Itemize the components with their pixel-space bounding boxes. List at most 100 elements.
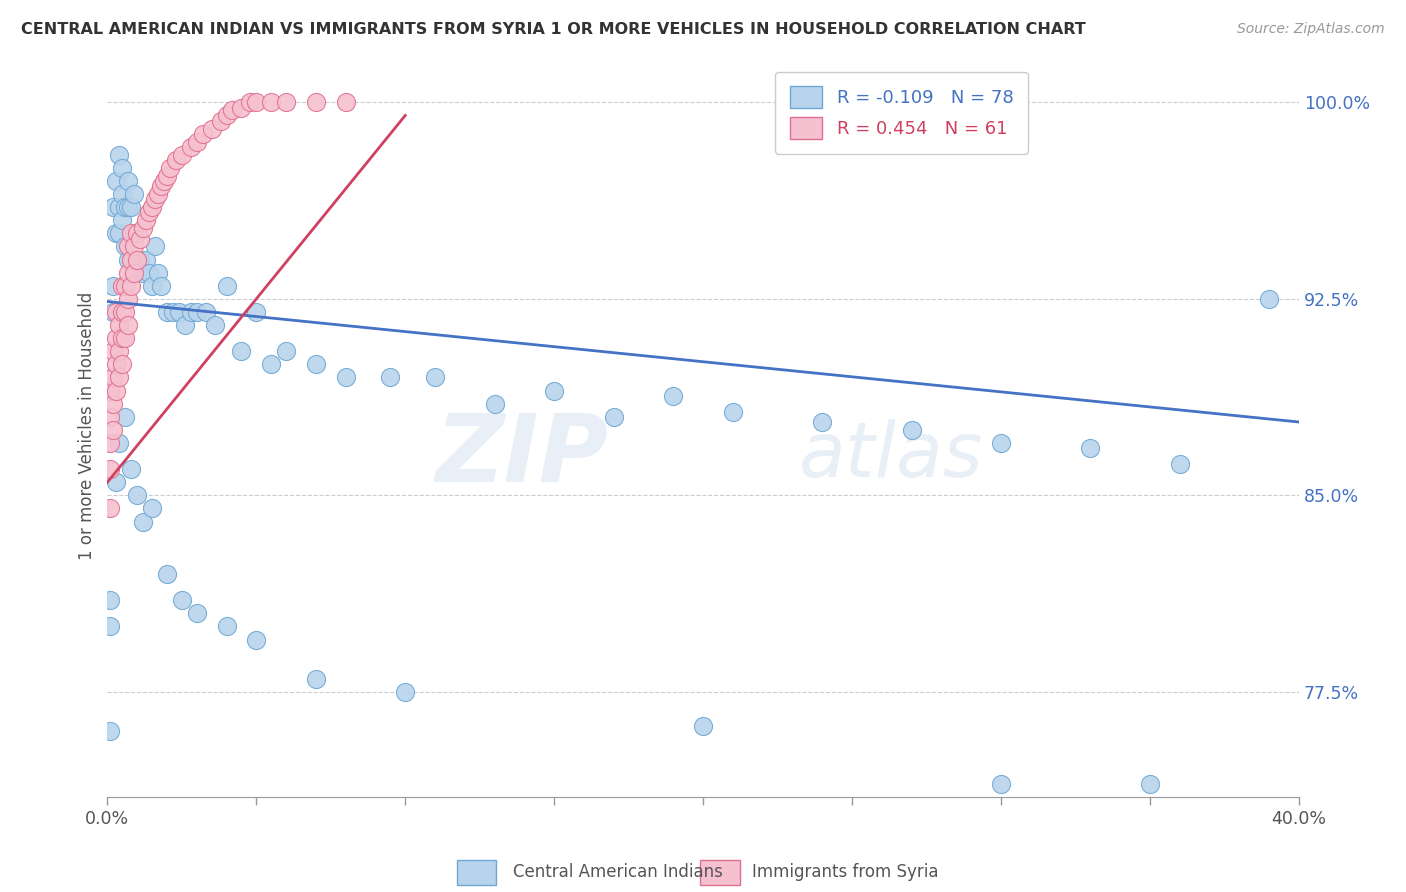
Point: [111, 161, 134, 175]
Point: [122, 266, 145, 280]
Point: [692, 719, 714, 733]
Point: [105, 384, 128, 398]
Point: [305, 672, 328, 686]
Point: [209, 113, 232, 128]
Point: [180, 305, 202, 319]
Point: [231, 101, 253, 115]
Point: [98, 462, 121, 476]
Point: [103, 200, 125, 214]
Text: Source: ZipAtlas.com: Source: ZipAtlas.com: [1237, 22, 1385, 37]
Point: [117, 174, 139, 188]
Point: [543, 384, 565, 398]
Point: [143, 239, 166, 253]
Point: [215, 278, 238, 293]
Point: [380, 370, 402, 384]
Point: [180, 140, 202, 154]
Point: [170, 593, 193, 607]
Point: [1080, 441, 1102, 455]
Point: [900, 423, 922, 437]
Point: [108, 200, 131, 214]
Point: [239, 95, 262, 110]
Point: [245, 305, 267, 319]
Point: [150, 278, 173, 293]
Point: [105, 357, 128, 371]
Point: [114, 305, 136, 319]
Point: [146, 187, 169, 202]
Point: [98, 593, 121, 607]
Text: ZIP: ZIP: [434, 409, 607, 501]
Point: [117, 318, 139, 332]
Point: [305, 357, 328, 371]
Point: [274, 95, 297, 110]
Point: [484, 397, 506, 411]
Point: [117, 239, 139, 253]
Point: [98, 619, 121, 633]
Point: [153, 174, 176, 188]
Point: [305, 95, 328, 110]
Point: [122, 266, 145, 280]
Point: [135, 252, 157, 267]
Point: [138, 266, 160, 280]
Point: [117, 200, 139, 214]
Point: [127, 252, 149, 267]
Point: [122, 187, 145, 202]
Point: [117, 252, 139, 267]
Point: [167, 305, 190, 319]
Point: [260, 95, 283, 110]
Y-axis label: 1 or more Vehicles in Household: 1 or more Vehicles in Household: [79, 292, 96, 560]
Point: [111, 278, 134, 293]
Text: Central American Indians: Central American Indians: [513, 863, 723, 881]
Point: [141, 200, 163, 214]
Point: [194, 305, 217, 319]
Point: [120, 278, 142, 293]
Point: [108, 436, 131, 450]
Point: [114, 409, 136, 424]
Point: [111, 305, 134, 319]
Point: [127, 252, 149, 267]
Point: [108, 147, 131, 161]
Point: [1258, 292, 1281, 306]
Point: [394, 685, 416, 699]
Point: [120, 252, 142, 267]
Point: [221, 103, 243, 118]
Point: [132, 221, 155, 235]
Text: Immigrants from Syria: Immigrants from Syria: [752, 863, 939, 881]
Point: [120, 227, 142, 241]
Point: [150, 179, 173, 194]
Point: [103, 370, 125, 384]
Text: CENTRAL AMERICAN INDIAN VS IMMIGRANTS FROM SYRIA 1 OR MORE VEHICLES IN HOUSEHOLD: CENTRAL AMERICAN INDIAN VS IMMIGRANTS FR…: [21, 22, 1085, 37]
Point: [135, 213, 157, 227]
Point: [98, 409, 121, 424]
Point: [721, 404, 744, 418]
Point: [111, 357, 134, 371]
Point: [335, 370, 357, 384]
Point: [105, 475, 128, 490]
Point: [159, 161, 181, 175]
Point: [156, 305, 179, 319]
Point: [141, 501, 163, 516]
Point: [423, 370, 446, 384]
Point: [127, 227, 149, 241]
Point: [186, 305, 208, 319]
Point: [170, 147, 193, 161]
Point: [260, 357, 283, 371]
Point: [117, 266, 139, 280]
Point: [662, 389, 685, 403]
Point: [122, 239, 145, 253]
Point: [105, 305, 128, 319]
Point: [114, 239, 136, 253]
Point: [103, 397, 125, 411]
Point: [146, 266, 169, 280]
Point: [114, 200, 136, 214]
Point: [127, 227, 149, 241]
Point: [335, 95, 357, 110]
Point: [141, 278, 163, 293]
Point: [127, 488, 149, 502]
Point: [120, 252, 142, 267]
Point: [215, 108, 238, 122]
Point: [245, 95, 267, 110]
Point: [108, 227, 131, 241]
Point: [1139, 777, 1161, 791]
Point: [156, 169, 179, 183]
Point: [165, 153, 187, 167]
